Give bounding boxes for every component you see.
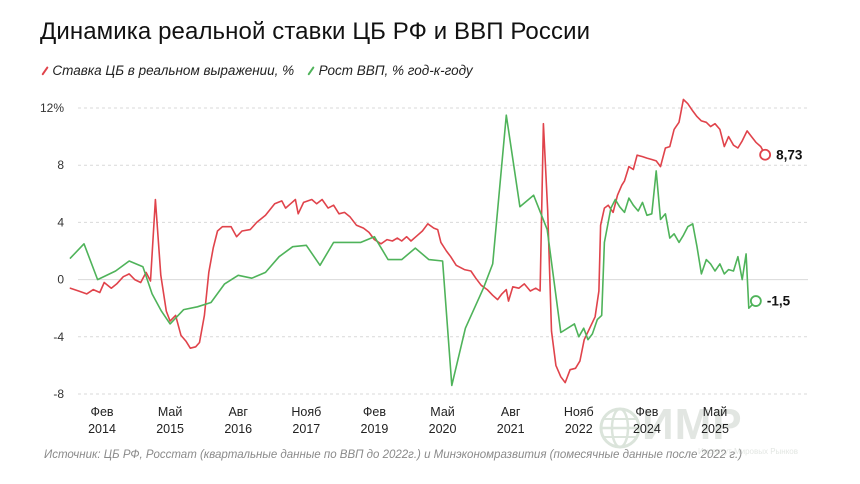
x-tick-year: 2015 (156, 422, 184, 436)
y-tick-label: -4 (53, 330, 64, 344)
imr-logo: ИМР Институт Мировых Рынков (598, 400, 818, 460)
x-tick-month: Фев (90, 405, 113, 419)
legend-item-rate: Ставка ЦБ в реальном выражении, % (41, 63, 295, 78)
y-tick-label: 4 (57, 215, 64, 229)
y-tick-label: -8 (53, 387, 64, 401)
x-tick-year: 2016 (224, 422, 252, 436)
x-tick-month: Авг (228, 405, 248, 419)
logo-text: ИМР (642, 400, 743, 449)
legend: Ставка ЦБ в реальном выражении, % Рост В… (41, 63, 473, 78)
source-note: Источник: ЦБ РФ, Росстат (квартальные да… (44, 449, 743, 461)
x-tick-year: 2017 (292, 422, 320, 436)
x-tick-month: Фев (363, 405, 386, 419)
legend-label-gdp: Рост ВВП, % год-к-году (318, 63, 473, 78)
x-tick-month: Фев (635, 405, 658, 419)
x-tick-month: Май (158, 405, 183, 419)
chart-title: Динамика реальной ставки ЦБ РФ и ВВП Рос… (40, 18, 591, 45)
x-tick-year: 2019 (361, 422, 389, 436)
y-tick-label: 0 (57, 273, 64, 287)
end-label-gdp: -1,5 (767, 294, 791, 309)
x-tick-year: 2025 (701, 422, 729, 436)
y-tick-label: 8 (57, 158, 64, 172)
series-line-gdp (69, 114, 757, 387)
x-tick-month: Нояб (291, 405, 321, 419)
end-label-rate: 8,73 (776, 147, 803, 162)
legend-label-rate: Ставка ЦБ в реальном выражении, % (52, 63, 295, 78)
series-line-rate (69, 98, 766, 384)
x-tick-year: 2020 (429, 422, 457, 436)
x-tick-month: Авг (501, 405, 521, 419)
x-tick-year: 2024 (633, 422, 661, 436)
globe-icon (599, 407, 641, 449)
x-tick-year: 2021 (497, 422, 525, 436)
y-tick-label: 12% (40, 101, 64, 115)
end-marker-rate (759, 148, 772, 161)
logo-subtitle: Институт Мировых Рынков (698, 447, 798, 456)
x-tick-year: 2014 (88, 422, 116, 436)
x-tick-year: 2022 (565, 422, 593, 436)
end-marker-gdp (749, 295, 762, 307)
legend-item-gdp: Рост ВВП, % год-к-году (307, 63, 473, 78)
x-tick-month: Май (430, 405, 455, 419)
x-tick-month: Нояб (564, 405, 594, 419)
x-tick-month: Май (703, 405, 728, 419)
